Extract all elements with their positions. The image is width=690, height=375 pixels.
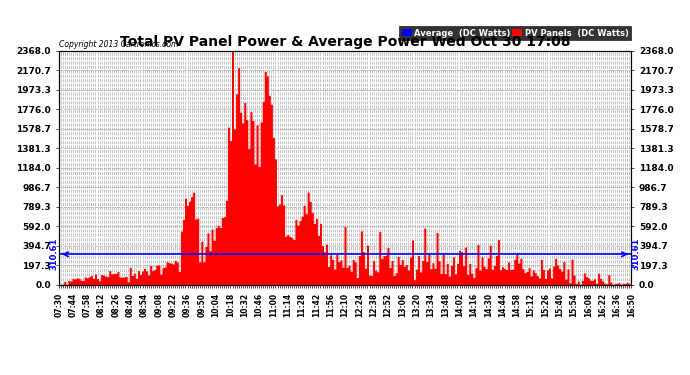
Text: Copyright 2013 Cartronics.com: Copyright 2013 Cartronics.com <box>59 40 178 50</box>
Text: 310.61: 310.61 <box>49 238 58 270</box>
Legend: Average  (DC Watts), PV Panels  (DC Watts): Average (DC Watts), PV Panels (DC Watts) <box>400 26 631 40</box>
Text: 310.61: 310.61 <box>632 238 641 270</box>
Title: Total PV Panel Power & Average Power Wed Oct 30 17:08: Total PV Panel Power & Average Power Wed… <box>120 36 570 50</box>
